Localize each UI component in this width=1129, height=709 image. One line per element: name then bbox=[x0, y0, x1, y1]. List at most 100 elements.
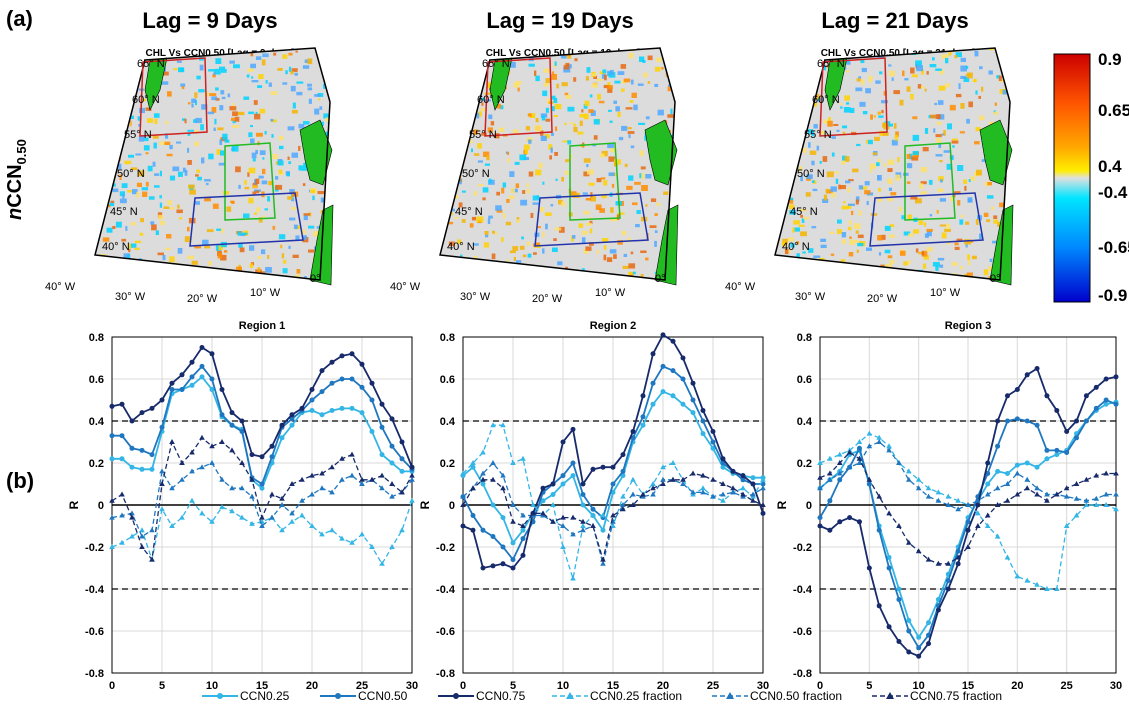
map-2-lon-label: 0° bbox=[655, 273, 666, 285]
data-point bbox=[1103, 401, 1109, 407]
data-point bbox=[1093, 384, 1099, 390]
data-point bbox=[1014, 573, 1021, 579]
data-point bbox=[915, 476, 922, 482]
data-point bbox=[680, 376, 686, 382]
data-point bbox=[219, 412, 225, 418]
region-3-box bbox=[189, 192, 304, 247]
data-point bbox=[389, 460, 395, 466]
map-1-lon-label: 30° W bbox=[115, 291, 146, 303]
data-point bbox=[994, 502, 1001, 507]
x-tick-label: 5 bbox=[866, 680, 872, 690]
data-point bbox=[700, 431, 706, 437]
data-point bbox=[1074, 435, 1080, 441]
data-point bbox=[470, 464, 476, 470]
data-point bbox=[985, 481, 991, 487]
data-point bbox=[730, 489, 736, 495]
chart-title: Region 3 bbox=[945, 320, 991, 332]
data-point bbox=[1004, 554, 1011, 560]
legend-swatch-ccn025-fraction bbox=[552, 692, 588, 699]
data-point bbox=[159, 468, 165, 474]
data-point bbox=[1004, 418, 1010, 424]
data-point bbox=[975, 510, 981, 516]
data-point bbox=[580, 492, 586, 497]
data-point bbox=[570, 575, 576, 581]
data-point bbox=[945, 586, 951, 592]
data-point bbox=[610, 512, 616, 518]
data-point bbox=[660, 332, 666, 338]
data-point bbox=[269, 454, 275, 460]
data-point bbox=[139, 544, 145, 549]
colorbar-tick-4: -0.65 bbox=[1098, 238, 1129, 257]
data-point bbox=[339, 405, 345, 411]
map-1-lat-label: 50° N bbox=[117, 168, 145, 180]
y-tick-label: -0.4 bbox=[793, 584, 813, 596]
data-point bbox=[500, 515, 506, 521]
data-point bbox=[750, 475, 756, 481]
data-point bbox=[886, 624, 892, 630]
data-point bbox=[925, 485, 932, 491]
data-point bbox=[620, 468, 626, 474]
data-point bbox=[119, 401, 125, 407]
data-point bbox=[119, 539, 125, 545]
map-3-lon-label: 20° W bbox=[867, 293, 898, 305]
data-point bbox=[610, 464, 616, 470]
map-3-title: Lag = 21 Days bbox=[821, 8, 969, 33]
data-point bbox=[690, 397, 696, 403]
data-point bbox=[710, 493, 716, 499]
data-point bbox=[389, 416, 395, 422]
data-point bbox=[1113, 374, 1119, 380]
data-point bbox=[279, 422, 285, 428]
colorbar-tick-2: 0.4 bbox=[1098, 157, 1122, 176]
data-point bbox=[650, 351, 656, 357]
data-point bbox=[550, 502, 556, 507]
data-point bbox=[1103, 491, 1109, 497]
data-point bbox=[540, 485, 546, 491]
data-point bbox=[610, 523, 616, 528]
chart-region-2: Region 2 0 5 10 15 20 25 30 0.8 0.6 0.4 0.2 0 -0.2 -0.… bbox=[418, 320, 769, 690]
data-point bbox=[690, 380, 696, 386]
data-point bbox=[730, 468, 736, 474]
data-point bbox=[906, 468, 912, 474]
data-point bbox=[670, 368, 676, 374]
data-point bbox=[1063, 523, 1070, 528]
data-point bbox=[580, 518, 586, 524]
data-point bbox=[1014, 491, 1021, 497]
data-point bbox=[760, 502, 766, 507]
data-point bbox=[510, 540, 516, 546]
x-tick-label: 30 bbox=[406, 680, 418, 690]
data-point bbox=[399, 489, 405, 495]
x-tick-label: 30 bbox=[1110, 680, 1122, 690]
data-point bbox=[520, 512, 526, 518]
data-point bbox=[975, 497, 981, 503]
data-point bbox=[550, 481, 556, 487]
british-isles-landmass bbox=[644, 119, 678, 186]
data-point bbox=[119, 456, 125, 462]
data-point bbox=[836, 470, 843, 476]
data-point bbox=[935, 560, 942, 566]
data-point bbox=[600, 512, 606, 518]
data-point bbox=[209, 376, 215, 382]
data-point bbox=[847, 515, 853, 521]
data-point bbox=[837, 477, 843, 483]
data-point bbox=[886, 443, 892, 449]
data-point bbox=[109, 433, 115, 439]
data-point bbox=[856, 455, 863, 461]
data-point bbox=[750, 491, 756, 497]
data-point bbox=[856, 445, 862, 451]
panel-label-b: (b) bbox=[6, 468, 35, 493]
x-tick-label: 0 bbox=[109, 680, 115, 690]
data-point bbox=[1073, 495, 1080, 501]
map-3-lat-label: 60° N bbox=[812, 94, 840, 106]
data-point bbox=[480, 481, 486, 487]
data-point bbox=[1004, 481, 1011, 486]
data-point bbox=[289, 422, 295, 428]
data-point bbox=[159, 481, 165, 486]
data-point bbox=[1014, 416, 1020, 422]
data-point bbox=[856, 460, 863, 465]
data-point bbox=[189, 497, 195, 503]
data-point bbox=[1083, 393, 1089, 399]
map-3-lat-label: 40° N bbox=[782, 241, 810, 253]
data-point bbox=[650, 380, 656, 386]
y-tick-label: 0.2 bbox=[440, 458, 455, 470]
data-point bbox=[550, 518, 556, 524]
